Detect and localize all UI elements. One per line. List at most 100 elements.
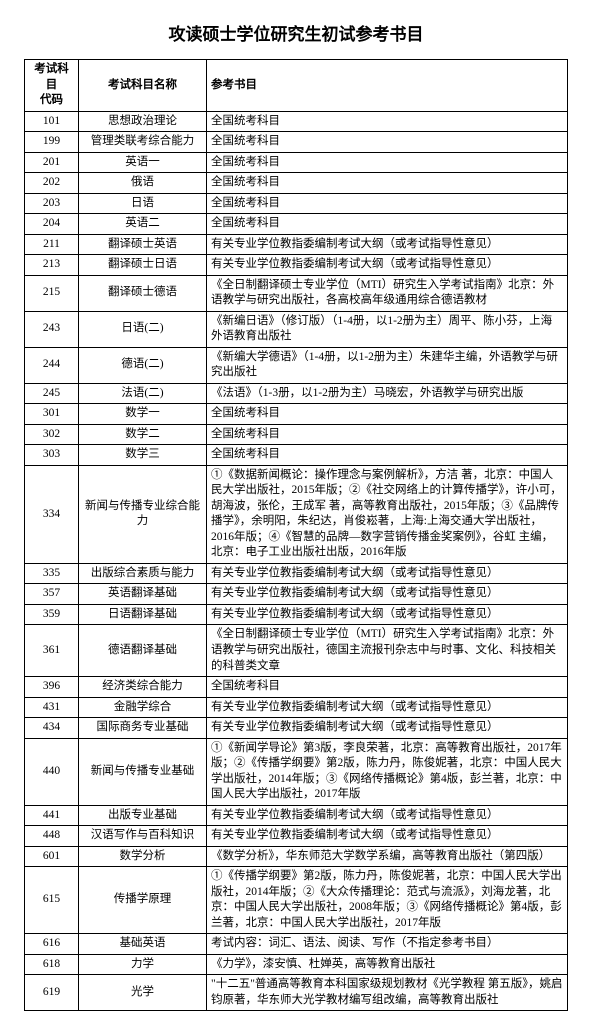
table-row: 361德语翻译基础《全日制翻译硕士专业学位（MTI）研究生入学考试指南》北京：外…: [25, 625, 568, 677]
cell-name: 日语: [79, 193, 207, 214]
cell-name: 德语翻译基础: [79, 625, 207, 677]
cell-name: 英语二: [79, 214, 207, 235]
cell-ref: 全国统考科目: [207, 424, 568, 445]
cell-code: 334: [25, 465, 79, 563]
cell-ref: 全国统考科目: [207, 404, 568, 425]
cell-ref: 《数学分析》，华东师范大学数学系编，高等教育出版社（第四版）: [207, 846, 568, 867]
cell-ref: 《新编大学德语》（1-4册，以1-2册为主）朱建华主编，外语教学与研究出版社: [207, 347, 568, 383]
cell-ref: 《全日制翻译硕士专业学位（MTI）研究生入学考试指南》北京：外语教学与研究出版社…: [207, 275, 568, 311]
table-row: 615传播学原理①《传播学纲要》第2版，陈力丹，陈俊妮著，北京：中国人民大学出版…: [25, 867, 568, 934]
header-name: 考试科目名称: [79, 60, 207, 112]
cell-name: 翻译硕士德语: [79, 275, 207, 311]
cell-name: 思想政治理论: [79, 111, 207, 132]
cell-ref: 全国统考科目: [207, 132, 568, 153]
table-row: 434国际商务专业基础有关专业学位教指委编制考试大纲（或考试指导性意见）: [25, 718, 568, 739]
table-row: 203日语全国统考科目: [25, 193, 568, 214]
table-row: 431金融学综合有关专业学位教指委编制考试大纲（或考试指导性意见）: [25, 697, 568, 718]
cell-code: 303: [25, 445, 79, 466]
cell-code: 618: [25, 954, 79, 975]
cell-name: 出版综合素质与能力: [79, 563, 207, 584]
cell-ref: 有关专业学位教指委编制考试大纲（或考试指导性意见）: [207, 255, 568, 276]
cell-name: 数学分析: [79, 846, 207, 867]
cell-ref: 有关专业学位教指委编制考试大纲（或考试指导性意见）: [207, 805, 568, 826]
cell-name: 国际商务专业基础: [79, 718, 207, 739]
cell-code: 357: [25, 584, 79, 605]
cell-ref: 《新编日语》（修订版）（1-4册，以1-2册为主）周平、陈小芬，上海外语教育出版…: [207, 311, 568, 347]
cell-ref: 全国统考科目: [207, 445, 568, 466]
cell-code: 359: [25, 604, 79, 625]
cell-ref: ①《传播学纲要》第2版，陈力丹，陈俊妮著，北京：中国人民大学出版社，2014年版…: [207, 867, 568, 934]
cell-ref: "十二五"普通高等教育本科国家级规划教材《光学教程 第五版》，姚启钧原著，华东师…: [207, 975, 568, 1011]
cell-ref: 有关专业学位教指委编制考试大纲（或考试指导性意见）: [207, 563, 568, 584]
table-row: 619光学"十二五"普通高等教育本科国家级规划教材《光学教程 第五版》，姚启钧原…: [25, 975, 568, 1011]
cell-name: 数学二: [79, 424, 207, 445]
header-code: 考试科目 代码: [25, 60, 79, 112]
table-row: 301数学一全国统考科目: [25, 404, 568, 425]
cell-code: 441: [25, 805, 79, 826]
cell-code: 213: [25, 255, 79, 276]
cell-code: 199: [25, 132, 79, 153]
cell-code: 601: [25, 846, 79, 867]
cell-code: 215: [25, 275, 79, 311]
cell-name: 新闻与传播专业基础: [79, 738, 207, 805]
cell-name: 传播学原理: [79, 867, 207, 934]
cell-code: 361: [25, 625, 79, 677]
cell-code: 243: [25, 311, 79, 347]
table-row: 335出版综合素质与能力有关专业学位教指委编制考试大纲（或考试指导性意见）: [25, 563, 568, 584]
table-row: 204英语二全国统考科目: [25, 214, 568, 235]
cell-code: 335: [25, 563, 79, 584]
cell-name: 金融学综合: [79, 697, 207, 718]
cell-ref: 《力学》，漆安慎、杜婵英，高等教育出版社: [207, 954, 568, 975]
table-row: 616基础英语考试内容：词汇、语法、阅读、写作（不指定参考书目）: [25, 934, 568, 955]
table-row: 440新闻与传播专业基础①《新闻学导论》第3版，李良荣著，北京：高等教育出版社，…: [25, 738, 568, 805]
cell-name: 翻译硕士日语: [79, 255, 207, 276]
table-row: 244德语(二)《新编大学德语》（1-4册，以1-2册为主）朱建华主编，外语教学…: [25, 347, 568, 383]
table-row: 302数学二全国统考科目: [25, 424, 568, 445]
cell-ref: 《法语》（1-3册，以1-2册为主）马晓宏，外语教学与研究出版: [207, 383, 568, 404]
cell-code: 203: [25, 193, 79, 214]
cell-name: 英语一: [79, 152, 207, 173]
cell-ref: 《全日制翻译硕士专业学位（MTI）研究生入学考试指南》北京：外语教学与研究出版社…: [207, 625, 568, 677]
cell-ref: 考试内容：词汇、语法、阅读、写作（不指定参考书目）: [207, 934, 568, 955]
table-row: 199管理类联考综合能力全国统考科目: [25, 132, 568, 153]
cell-code: 302: [25, 424, 79, 445]
table-row: 202俄语全国统考科目: [25, 173, 568, 194]
cell-name: 德语(二): [79, 347, 207, 383]
cell-ref: 有关专业学位教指委编制考试大纲（或考试指导性意见）: [207, 697, 568, 718]
cell-code: 301: [25, 404, 79, 425]
table-row: 357英语翻译基础有关专业学位教指委编制考试大纲（或考试指导性意见）: [25, 584, 568, 605]
cell-code: 202: [25, 173, 79, 194]
cell-ref: 有关专业学位教指委编制考试大纲（或考试指导性意见）: [207, 826, 568, 847]
table-row: 245法语(二)《法语》（1-3册，以1-2册为主）马晓宏，外语教学与研究出版: [25, 383, 568, 404]
header-ref: 参考书目: [207, 60, 568, 112]
cell-code: 244: [25, 347, 79, 383]
cell-name: 管理类联考综合能力: [79, 132, 207, 153]
cell-code: 440: [25, 738, 79, 805]
cell-ref: 全国统考科目: [207, 111, 568, 132]
cell-ref: 全国统考科目: [207, 193, 568, 214]
table-row: 334新闻与传播专业综合能力①《数据新闻概论：操作理念与案例解析》，方洁 著，北…: [25, 465, 568, 563]
table-row: 213翻译硕士日语有关专业学位教指委编制考试大纲（或考试指导性意见）: [25, 255, 568, 276]
cell-ref: 全国统考科目: [207, 214, 568, 235]
cell-ref: 有关专业学位教指委编制考试大纲（或考试指导性意见）: [207, 604, 568, 625]
table-row: 101思想政治理论全国统考科目: [25, 111, 568, 132]
table-row: 201英语一全国统考科目: [25, 152, 568, 173]
cell-code: 448: [25, 826, 79, 847]
cell-name: 日语翻译基础: [79, 604, 207, 625]
cell-name: 数学一: [79, 404, 207, 425]
cell-ref: 有关专业学位教指委编制考试大纲（或考试指导性意见）: [207, 584, 568, 605]
table-row: 618力学《力学》，漆安慎、杜婵英，高等教育出版社: [25, 954, 568, 975]
table-row: 396经济类综合能力全国统考科目: [25, 677, 568, 698]
table-row: 243日语(二)《新编日语》（修订版）（1-4册，以1-2册为主）周平、陈小芬，…: [25, 311, 568, 347]
cell-ref: 有关专业学位教指委编制考试大纲（或考试指导性意见）: [207, 234, 568, 255]
cell-code: 201: [25, 152, 79, 173]
cell-code: 616: [25, 934, 79, 955]
cell-code: 615: [25, 867, 79, 934]
cell-code: 434: [25, 718, 79, 739]
cell-code: 619: [25, 975, 79, 1011]
cell-code: 204: [25, 214, 79, 235]
cell-name: 光学: [79, 975, 207, 1011]
cell-name: 英语翻译基础: [79, 584, 207, 605]
cell-ref: ①《数据新闻概论：操作理念与案例解析》，方洁 著，北京：中国人民大学出版社，20…: [207, 465, 568, 563]
cell-code: 396: [25, 677, 79, 698]
